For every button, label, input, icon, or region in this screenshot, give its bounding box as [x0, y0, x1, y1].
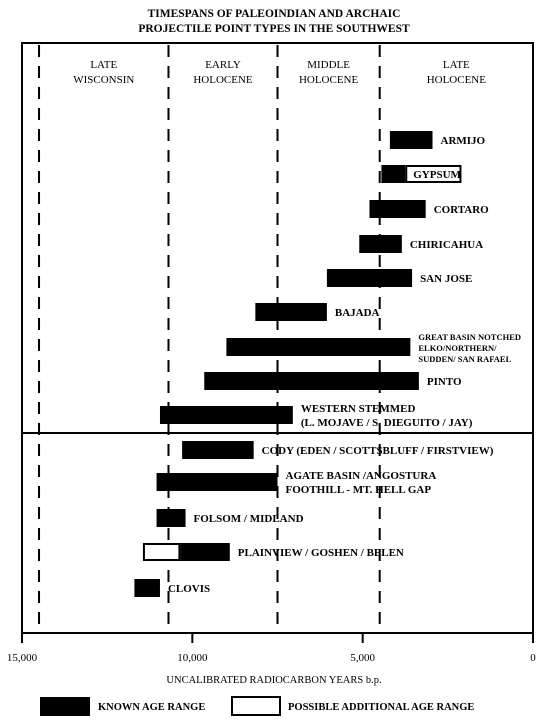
- type-label-11: FOLSOM / MIDLAND: [194, 513, 304, 525]
- chart-title-line-2: PROJECTILE POINT TYPES IN THE SOUTHWEST: [138, 23, 410, 35]
- period-label-3-1: HOLOCENE: [427, 74, 487, 86]
- period-label-2-0: MIDDLE: [307, 59, 350, 71]
- type-label-2: CORTARO: [434, 204, 489, 216]
- x-axis-ticks: 15,000 10,000 5,000 0: [7, 633, 536, 664]
- period-label-1-1: HOLOCENE: [193, 74, 253, 86]
- possible-range-bar-1: [405, 165, 462, 183]
- known-range-bar-9: [182, 441, 254, 459]
- known-range-bar-0: [389, 131, 433, 149]
- period-label-1-0: EARLY: [205, 59, 241, 71]
- type-label-7: PINTO: [427, 376, 462, 388]
- known-range-bar-8: [159, 406, 293, 424]
- known-range-bar-7: [204, 372, 419, 390]
- period-boundaries: [38, 45, 381, 631]
- known-range-bar-6: [226, 338, 411, 356]
- x-tick-label-3: 0: [530, 652, 536, 664]
- type-label-13: CLOVIS: [168, 583, 210, 595]
- type-label-6-2: SUDDEN/ SAN RAFAEL: [418, 354, 511, 364]
- type-label-5: BAJADA: [335, 307, 380, 319]
- x-axis-label: UNCALIBRATED RADIOCARBON YEARS b.p.: [166, 675, 381, 686]
- legend-possible-label: POSSIBLE ADDITIONAL AGE RANGE: [288, 702, 474, 713]
- known-range-bar-5: [255, 303, 327, 321]
- period-label-2-1: HOLOCENE: [299, 74, 359, 86]
- type-label-6-1: ELKO/NORTHERN/: [418, 343, 497, 353]
- type-label-1: GYPSUM: [413, 169, 461, 181]
- type-labels: ARMIJO GYPSUM CORTARO CHIRICAHUA SAN JOSE BAJ…: [168, 135, 521, 595]
- possible-range-bar-12: [142, 543, 181, 561]
- type-label-4: SAN JOSE: [420, 273, 472, 285]
- type-label-10-0: AGATE BASIN /ANGOSTURA: [286, 470, 437, 482]
- legend-possible-swatch: [231, 696, 281, 716]
- period-label-0-0: LATE: [90, 59, 117, 71]
- type-label-3: CHIRICAHUA: [410, 239, 483, 251]
- known-range-bar-1: [381, 165, 406, 183]
- x-tick-label-1: 10,000: [177, 652, 208, 664]
- chart-title-line-1: TIMESPANS OF PALEOINDIAN AND ARCHAIC: [148, 8, 401, 20]
- type-label-10-1: FOOTHILL - MT. HELL GAP: [286, 484, 432, 496]
- legend-known-swatch: [40, 697, 90, 716]
- period-label-3-0: LATE: [443, 59, 470, 71]
- type-label-6-0: GREAT BASIN NOTCHED: [418, 332, 521, 342]
- type-label-0: ARMIJO: [441, 135, 486, 147]
- type-label-8-0: WESTERN STEMMED: [301, 403, 416, 415]
- known-range-bar-13: [134, 579, 160, 597]
- known-range-bar-10: [156, 473, 278, 491]
- period-labels: LATE WISCONSIN EARLY HOLOCENE MIDDLE HOLOCENE…: [73, 59, 486, 86]
- type-label-12: PLAINVIEW / GOSHEN / BELEN: [238, 547, 404, 559]
- x-tick-label-0: 15,000: [7, 652, 38, 664]
- range-bars: [134, 131, 462, 597]
- known-range-bar-3: [359, 235, 402, 253]
- period-label-0-1: WISCONSIN: [73, 74, 134, 86]
- plot-frame: [21, 42, 534, 634]
- type-label-8-1: (L. MOJAVE / S. DIEGUITO / JAY): [301, 417, 473, 429]
- known-range-bar-11: [156, 509, 186, 527]
- known-range-bar-4: [326, 269, 413, 287]
- type-label-9: CODY (EDEN / SCOTTSBLUFF / FIRSTVIEW): [262, 445, 494, 457]
- legend-known-label: KNOWN AGE RANGE: [98, 702, 205, 713]
- known-range-bar-12: [180, 543, 230, 561]
- known-range-bar-2: [369, 200, 426, 218]
- x-tick-label-2: 5,000: [350, 652, 375, 664]
